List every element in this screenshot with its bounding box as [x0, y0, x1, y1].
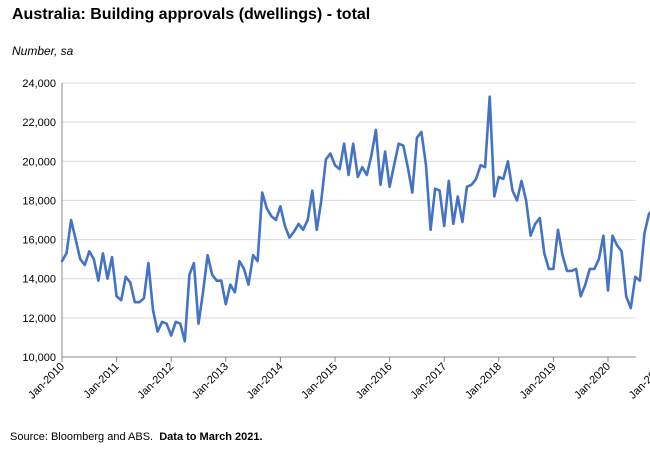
x-tick-label: Jan-2017: [408, 361, 449, 402]
chart-title: Australia: Building approvals (dwellings…: [12, 6, 371, 23]
y-tick-label: 20,000: [22, 156, 56, 168]
y-tick-label: 12,000: [22, 313, 56, 325]
x-tick-label: Jan-2015: [299, 361, 340, 402]
x-tick-label: Jan-2014: [245, 361, 286, 402]
x-tick-label: Jan-2012: [135, 361, 176, 402]
y-tick-label: 18,000: [22, 195, 56, 207]
y-axis-unit-label: Number, sa: [12, 44, 74, 58]
source-note: Source: Bloomberg and ABS. Data to March…: [10, 431, 263, 443]
x-tick-label: Jan-2021: [627, 361, 650, 402]
series-line: [60, 95, 650, 343]
y-axis: 10,000 12,000 14,000 16,000 18,000 20,000 22,0…: [22, 78, 63, 364]
y-tick-label: 24,000: [22, 78, 56, 90]
x-axis: Jan-2010 Jan-2011 Jan-2012 Jan-2013 Jan-2014…: [26, 356, 650, 402]
series-layer: [60, 95, 650, 343]
x-tick-label: Jan-2010: [26, 361, 67, 402]
x-tick-label: Jan-2018: [463, 361, 504, 402]
x-tick-label: Jan-2019: [518, 361, 559, 402]
data-note: Data to March 2021.: [159, 431, 263, 443]
x-tick-label: Jan-2011: [81, 361, 121, 401]
x-tick-label: Jan-2016: [354, 361, 395, 402]
y-tick-label: 16,000: [22, 235, 56, 247]
x-tick-label: Jan-2020: [572, 361, 613, 402]
x-tick-label: Jan-2013: [190, 361, 231, 402]
y-tick-label: 10,000: [22, 352, 56, 364]
y-tick-label: 22,000: [22, 117, 56, 129]
gridlines: [62, 82, 636, 319]
source-text: Source: Bloomberg and ABS.: [10, 431, 154, 443]
y-tick-label: 14,000: [22, 274, 56, 286]
